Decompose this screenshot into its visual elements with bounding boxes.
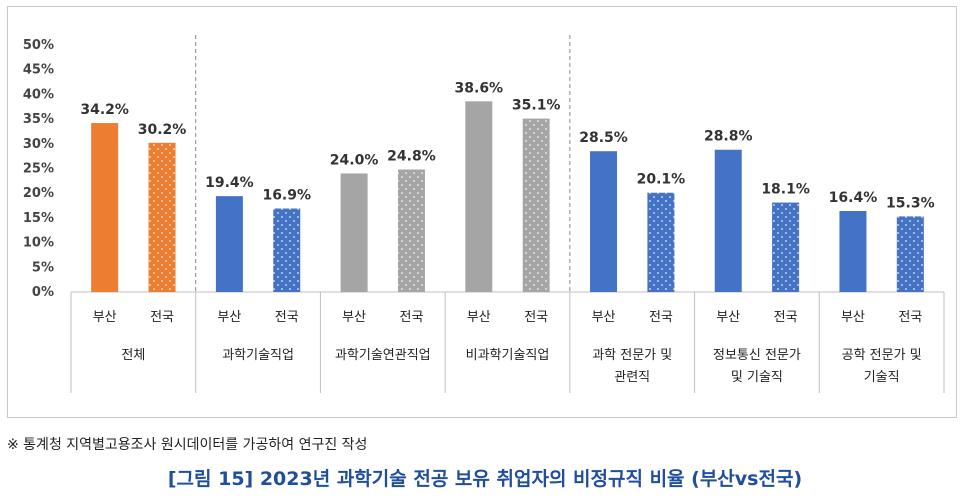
bar	[839, 210, 867, 292]
bar	[215, 196, 243, 292]
category-label: 전국	[400, 310, 424, 325]
data-label: 38.6%	[455, 80, 504, 96]
source-note: ※ 통계청 지역별고용조사 원시데이터를 가공하여 연구진 작성	[7, 437, 368, 453]
bar	[148, 142, 176, 292]
category-label: 부산	[841, 310, 865, 325]
y-tick-label: 0%	[32, 285, 54, 300]
y-tick-label: 40%	[23, 87, 54, 102]
category-label: 부산	[217, 310, 241, 325]
bar	[772, 202, 800, 292]
bar	[91, 123, 119, 292]
category-label: 부산	[342, 310, 366, 325]
bar-chart: 0% 5% 10% 15% 20% 25% 30% 35% 40% 45% 50% 34.2% 부산 30…	[23, 35, 945, 393]
data-label: 19.4%	[205, 175, 254, 191]
data-label: 16.4%	[829, 190, 878, 206]
data-label: 28.8%	[704, 129, 753, 145]
group-label: 과학 전문가 및	[592, 348, 672, 363]
y-tick-label: 10%	[23, 236, 54, 251]
chart-frame: 0% 5% 10% 15% 20% 25% 30% 35% 40% 45% 50% 34.2% 부산 30…	[7, 6, 957, 418]
y-tick-label: 5%	[32, 260, 54, 275]
data-label: 15.3%	[886, 195, 935, 211]
y-tick-label: 35%	[23, 112, 54, 127]
group-label: 과학기술연관직업	[335, 348, 431, 363]
group-label: 기술직	[864, 370, 900, 385]
group-label: 과학기술직업	[222, 348, 294, 363]
category-label: 전국	[898, 310, 922, 325]
group-label: 전체	[121, 348, 145, 363]
y-tick-label: 15%	[23, 211, 54, 226]
data-label: 30.2%	[138, 122, 187, 138]
bar	[714, 149, 742, 292]
data-label: 35.1%	[512, 98, 561, 114]
category-label: 전국	[150, 310, 174, 325]
category-label: 부산	[93, 310, 117, 325]
data-label: 24.0%	[330, 152, 379, 168]
category-label: 전국	[524, 310, 548, 325]
bar	[590, 151, 618, 292]
category-label: 전국	[275, 310, 299, 325]
group-label: 관련직	[614, 370, 650, 385]
bar	[647, 192, 675, 292]
y-tick-label: 25%	[23, 162, 54, 177]
data-label: 20.1%	[637, 172, 686, 188]
data-label: 18.1%	[761, 182, 810, 198]
bar	[340, 173, 368, 292]
group-label: 정보통신 전문가	[713, 348, 801, 363]
y-tick-label: 45%	[23, 63, 54, 78]
figure-caption: [그림 15] 2023년 과학기술 전공 보유 취업자의 비정규직 비율 (부…	[167, 468, 803, 490]
group-label: 공학 전문가 및	[842, 348, 922, 363]
data-label: 34.2%	[80, 102, 129, 118]
category-label: 부산	[716, 310, 740, 325]
bar	[522, 118, 550, 292]
category-label: 부산	[592, 310, 616, 325]
data-label: 16.9%	[262, 188, 311, 204]
y-tick-label: 30%	[23, 137, 54, 152]
data-label: 24.8%	[387, 148, 436, 164]
bar	[896, 216, 924, 292]
bar	[397, 169, 425, 292]
group-label: 비과학기술직업	[466, 348, 550, 363]
category-label: 부산	[467, 310, 491, 325]
group-label: 및 기술직	[731, 370, 783, 385]
bar	[465, 101, 493, 292]
y-tick-label: 50%	[23, 38, 54, 53]
data-label: 28.5%	[579, 130, 628, 146]
category-label: 전국	[649, 310, 673, 325]
bar	[273, 208, 301, 292]
category-label: 전국	[774, 310, 798, 325]
y-tick-label: 20%	[23, 186, 54, 201]
